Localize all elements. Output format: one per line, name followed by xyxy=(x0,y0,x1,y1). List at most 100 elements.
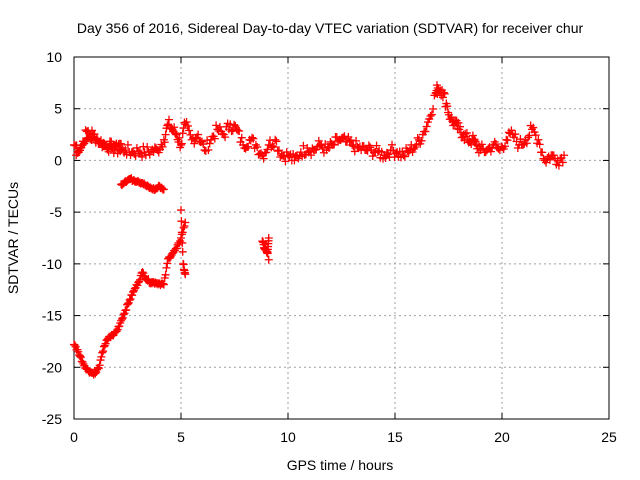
data-point xyxy=(417,136,426,145)
data-point xyxy=(560,151,569,160)
data-point xyxy=(178,238,187,247)
data-point xyxy=(119,310,128,319)
data-point xyxy=(79,359,88,368)
data-point xyxy=(307,151,316,160)
data-point xyxy=(426,111,435,120)
data-point xyxy=(500,142,509,151)
data-point xyxy=(281,157,290,166)
x-tick-label: 0 xyxy=(70,429,78,445)
data-point xyxy=(177,206,185,215)
data-point xyxy=(123,300,132,309)
data-point xyxy=(529,123,538,132)
data-point xyxy=(409,144,418,153)
data-point xyxy=(486,147,495,156)
data-point xyxy=(98,348,107,357)
data-point xyxy=(117,139,126,148)
y-axis: 10 5 0 -5 -10 -15 -20 -25 xyxy=(42,49,609,427)
data-point xyxy=(400,152,409,161)
data-point xyxy=(275,146,284,155)
data-point xyxy=(159,185,168,194)
data-point xyxy=(273,147,282,156)
data-point xyxy=(181,218,190,227)
data-point xyxy=(93,365,102,374)
data-point xyxy=(112,327,121,336)
data-point xyxy=(136,149,145,158)
data-point xyxy=(340,132,349,141)
data-point xyxy=(158,142,167,151)
data-point xyxy=(172,244,181,253)
data-point xyxy=(440,89,449,98)
y-tick-label: 0 xyxy=(54,152,62,168)
data-point xyxy=(162,263,171,272)
data-point xyxy=(535,140,544,149)
data-point xyxy=(348,140,357,149)
data-point xyxy=(190,139,199,148)
data-point xyxy=(177,139,186,148)
data-point xyxy=(427,110,436,119)
x-axis-label: GPS time / hours xyxy=(287,457,394,473)
data-points xyxy=(70,81,569,379)
data-point xyxy=(159,279,168,288)
data-point xyxy=(139,269,148,278)
data-point xyxy=(471,137,480,146)
data-point xyxy=(163,259,172,268)
data-point xyxy=(462,128,471,137)
data-point xyxy=(160,138,169,147)
data-point xyxy=(253,143,262,152)
data-point xyxy=(194,130,203,139)
data-point xyxy=(97,352,106,361)
data-point xyxy=(503,136,512,145)
data-point xyxy=(429,104,438,113)
data-point xyxy=(126,295,135,304)
data-point xyxy=(178,129,187,138)
data-point xyxy=(205,139,214,148)
data-point xyxy=(350,147,359,156)
y-tick-label: 5 xyxy=(54,101,62,117)
data-point xyxy=(123,299,132,308)
y-axis-label: SDTVAR / TECUs xyxy=(5,182,21,294)
data-point xyxy=(558,158,567,167)
data-point xyxy=(204,145,213,154)
data-point xyxy=(135,275,144,284)
data-point xyxy=(492,139,501,148)
data-point xyxy=(171,129,180,138)
data-point xyxy=(534,135,543,144)
y-tick-label: 10 xyxy=(46,49,62,65)
x-axis: 0 5 10 15 20 25 xyxy=(70,57,617,445)
data-point xyxy=(182,118,191,127)
data-point xyxy=(259,154,268,163)
data-point xyxy=(161,270,170,279)
data-point xyxy=(268,141,277,150)
data-point xyxy=(135,277,144,286)
data-point xyxy=(314,136,323,145)
data-point xyxy=(70,341,79,350)
data-point xyxy=(123,140,132,149)
data-point xyxy=(511,130,520,139)
data-point xyxy=(468,131,477,140)
y-tick-label: -20 xyxy=(42,359,62,375)
data-point xyxy=(159,280,168,289)
data-point xyxy=(346,136,355,145)
data-point xyxy=(183,121,192,130)
data-point xyxy=(244,142,253,151)
data-point xyxy=(399,151,408,160)
data-point xyxy=(175,133,184,142)
data-point xyxy=(412,140,421,149)
data-point xyxy=(456,122,465,131)
data-point xyxy=(469,136,478,145)
y-tick-label: -25 xyxy=(42,411,62,427)
data-point xyxy=(516,135,525,144)
data-point xyxy=(161,130,170,139)
y-tick-label: -5 xyxy=(50,204,63,220)
data-point xyxy=(118,313,127,322)
data-point xyxy=(522,139,531,148)
data-point xyxy=(422,122,431,131)
data-point xyxy=(449,121,458,130)
data-point xyxy=(78,358,87,367)
data-point xyxy=(264,234,273,242)
chart-title: Day 356 of 2016, Sidereal Day-to-day VTE… xyxy=(77,20,584,36)
data-point xyxy=(454,118,463,127)
data-point xyxy=(143,142,152,151)
data-point xyxy=(180,222,189,231)
